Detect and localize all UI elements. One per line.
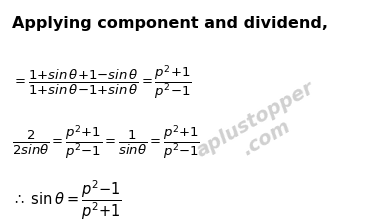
Text: $\dfrac{2}{2\mathit{sin}\theta}=\dfrac{p^2{+}1}{p^2{-}1}=\dfrac{1}{\mathit{sin}\: $\dfrac{2}{2\mathit{sin}\theta}=\dfrac{p… xyxy=(12,123,199,161)
Text: aplustopper
.com: aplustopper .com xyxy=(193,78,329,180)
Text: $\therefore\;\mathrm{sin}\,\theta=\dfrac{p^2{-}1}{p^2{+}1}$: $\therefore\;\mathrm{sin}\,\theta=\dfrac… xyxy=(12,178,121,222)
Text: Applying component and dividend,: Applying component and dividend, xyxy=(12,16,328,31)
Text: $=\dfrac{1{+}\mathit{sin}\,\theta{+}1{-}\mathit{sin}\,\theta}{1{+}\mathit{sin}\,: $=\dfrac{1{+}\mathit{sin}\,\theta{+}1{-}… xyxy=(12,63,191,101)
